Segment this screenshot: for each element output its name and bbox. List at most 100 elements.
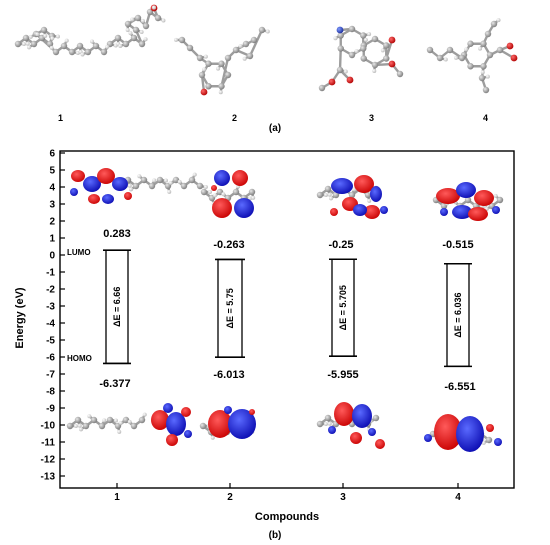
gap-label-2: ΔE = 5.75 bbox=[225, 288, 235, 328]
atom-C bbox=[84, 48, 92, 56]
homo-value-2: -6.013 bbox=[213, 369, 244, 381]
atom-C bbox=[480, 63, 487, 70]
atom-H bbox=[64, 38, 69, 43]
atom-C bbox=[178, 36, 186, 44]
atom-C bbox=[224, 71, 232, 79]
atom-H bbox=[464, 47, 469, 52]
atom-H bbox=[27, 45, 32, 50]
atom-H bbox=[343, 69, 348, 74]
atom-H bbox=[363, 37, 368, 42]
lumo-value-1: 0.283 bbox=[103, 228, 131, 240]
atom-H bbox=[327, 421, 332, 426]
atom-H bbox=[208, 190, 212, 194]
atom-H bbox=[202, 67, 207, 72]
atom-C bbox=[496, 196, 504, 204]
y-tick-label: -12 bbox=[41, 455, 56, 466]
atom-H bbox=[218, 90, 223, 95]
atom-C bbox=[224, 54, 232, 62]
atom-C bbox=[232, 188, 240, 196]
atom-C bbox=[130, 422, 138, 430]
lumo-4-lobe bbox=[492, 206, 500, 214]
atom-H bbox=[216, 66, 221, 71]
atom-C bbox=[46, 40, 54, 48]
atom-H bbox=[140, 18, 145, 23]
atom-C bbox=[60, 42, 68, 50]
lumo-3-lobe bbox=[364, 205, 380, 219]
atom-H bbox=[333, 36, 338, 41]
atom-C bbox=[180, 182, 188, 190]
atom-C bbox=[496, 46, 504, 54]
atom-H bbox=[265, 29, 270, 34]
lumo-4-lobe bbox=[440, 208, 448, 216]
x-axis-label: Compounds bbox=[255, 511, 319, 523]
atom-C bbox=[122, 40, 130, 48]
homo-value-4: -6.551 bbox=[444, 381, 475, 393]
homo-1-lobe bbox=[151, 410, 169, 430]
atom-H bbox=[143, 37, 148, 42]
y-tick-label: -10 bbox=[41, 421, 56, 432]
homo-2-lobe bbox=[208, 410, 232, 438]
homo-value-3: -5.955 bbox=[327, 369, 358, 381]
lumo-4-lobe bbox=[468, 207, 488, 221]
atom-H bbox=[129, 187, 134, 192]
atom-H bbox=[90, 39, 95, 44]
molecule-label-1: 1 bbox=[58, 113, 63, 123]
atom-H bbox=[213, 193, 218, 198]
orbital-layer bbox=[66, 168, 504, 452]
atom-C bbox=[467, 40, 474, 47]
lumo-value-3: -0.25 bbox=[328, 239, 353, 251]
lumo-2-lobe bbox=[212, 198, 232, 218]
lumo-1-lobe bbox=[112, 177, 128, 191]
x-tick-label: 1 bbox=[114, 492, 120, 503]
y-tick-label: -13 bbox=[41, 472, 56, 483]
molecule-label-2: 2 bbox=[232, 113, 237, 123]
y-tick-label: -8 bbox=[46, 387, 55, 398]
y-axis: 6 5 4 3 2 1 0 -1 -2 -3 -4 -5 -6 -7 -8 -9 -10 -11 -12 -13 bbox=[41, 149, 65, 483]
atom-H bbox=[238, 44, 243, 49]
homo-value-1: -6.377 bbox=[99, 378, 130, 390]
atom-C bbox=[200, 188, 208, 196]
atom-C bbox=[132, 182, 140, 190]
plot-frame bbox=[59, 150, 515, 489]
lumo-2-lobe bbox=[234, 198, 254, 218]
atom-H bbox=[496, 18, 501, 23]
homo-4-lobe bbox=[456, 416, 484, 452]
atom-C bbox=[250, 36, 258, 44]
atom-C bbox=[196, 54, 204, 62]
atom-C bbox=[458, 54, 466, 62]
x-axis: 1 2 3 4 bbox=[114, 483, 461, 503]
atom-C bbox=[142, 22, 150, 30]
atom-C bbox=[478, 74, 486, 82]
homo-3-lobe bbox=[334, 402, 354, 426]
homo-1-skeleton bbox=[66, 412, 147, 434]
panel-b-label: (b) bbox=[269, 530, 282, 541]
atom-H bbox=[113, 418, 118, 423]
atom-C bbox=[40, 26, 48, 34]
atom-C bbox=[348, 191, 356, 199]
atom-C bbox=[186, 44, 194, 52]
y-tick-label: 5 bbox=[49, 166, 55, 177]
atom-C bbox=[138, 40, 146, 48]
atom-H bbox=[152, 178, 157, 183]
homo-1-lobe bbox=[184, 430, 192, 438]
lumo-1-lobe bbox=[97, 168, 115, 184]
atom-O bbox=[388, 60, 396, 68]
atom-O bbox=[346, 76, 354, 84]
atom-H bbox=[152, 5, 157, 10]
homo-label: HOMO bbox=[67, 354, 92, 363]
atom-C bbox=[68, 48, 76, 56]
bond bbox=[248, 28, 264, 58]
atom-C bbox=[92, 42, 100, 50]
atom-C bbox=[248, 188, 256, 196]
y-tick-label: 4 bbox=[49, 183, 55, 194]
x-tick-label: 4 bbox=[455, 492, 461, 503]
molecule-label-4: 4 bbox=[483, 113, 488, 123]
atom-C bbox=[148, 182, 156, 190]
atom-C bbox=[218, 83, 225, 90]
atom-C bbox=[337, 45, 344, 52]
lumo-2-lobe bbox=[232, 170, 248, 186]
atom-C bbox=[232, 46, 240, 54]
panel-a-label: (a) bbox=[269, 123, 281, 134]
atom-H bbox=[25, 41, 30, 46]
atom-H bbox=[35, 32, 40, 37]
